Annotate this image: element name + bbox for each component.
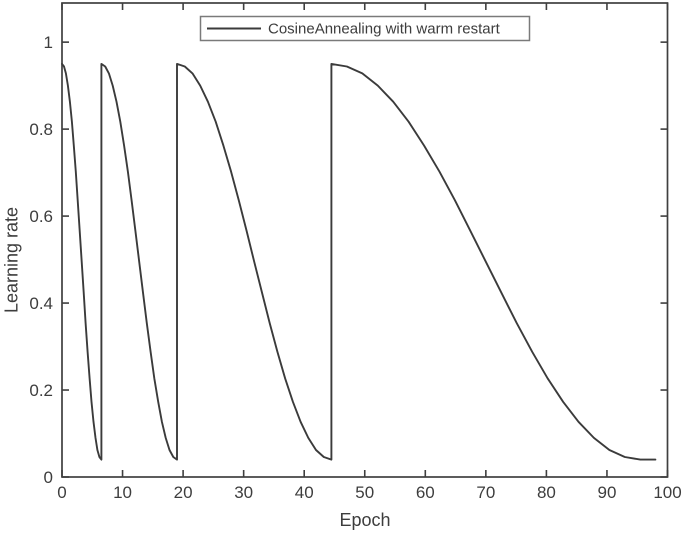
x-tick-label: 0 xyxy=(57,483,66,502)
x-axis-label: Epoch xyxy=(339,510,391,530)
x-tick-label: 80 xyxy=(537,483,556,502)
x-tick-label: 70 xyxy=(476,483,495,502)
legend: CosineAnnealing with warm restart xyxy=(199,15,531,42)
axis-ticks xyxy=(61,3,669,478)
x-tick-label: 90 xyxy=(597,483,616,502)
x-tick-label: 40 xyxy=(295,483,314,502)
y-tick-label: 1 xyxy=(44,33,53,52)
x-tick-label: 60 xyxy=(416,483,435,502)
x-tick-label: 50 xyxy=(355,483,374,502)
y-tick-label: 0 xyxy=(44,468,53,487)
y-tick-label: 0.4 xyxy=(29,294,53,313)
axis-tick-labels: 0 10 20 30 40 50 60 70 80 90 100 0 0.2 0.4 0.6 0.8 1 xyxy=(29,33,681,502)
legend-label: CosineAnnealing with warm restart xyxy=(268,21,501,38)
x-tick-label: 10 xyxy=(113,483,132,502)
x-tick-label: 100 xyxy=(653,483,681,502)
x-tick-label: 20 xyxy=(174,483,193,502)
learning-rate-curve xyxy=(61,62,657,461)
y-axis-label: Learning rate xyxy=(1,206,22,314)
plot-border xyxy=(61,2,669,478)
y-tick-label: 0.2 xyxy=(29,381,53,400)
y-tick-label: 0.6 xyxy=(29,207,53,226)
y-tick-label: 0.8 xyxy=(29,120,53,139)
x-tick-label: 30 xyxy=(234,483,253,502)
